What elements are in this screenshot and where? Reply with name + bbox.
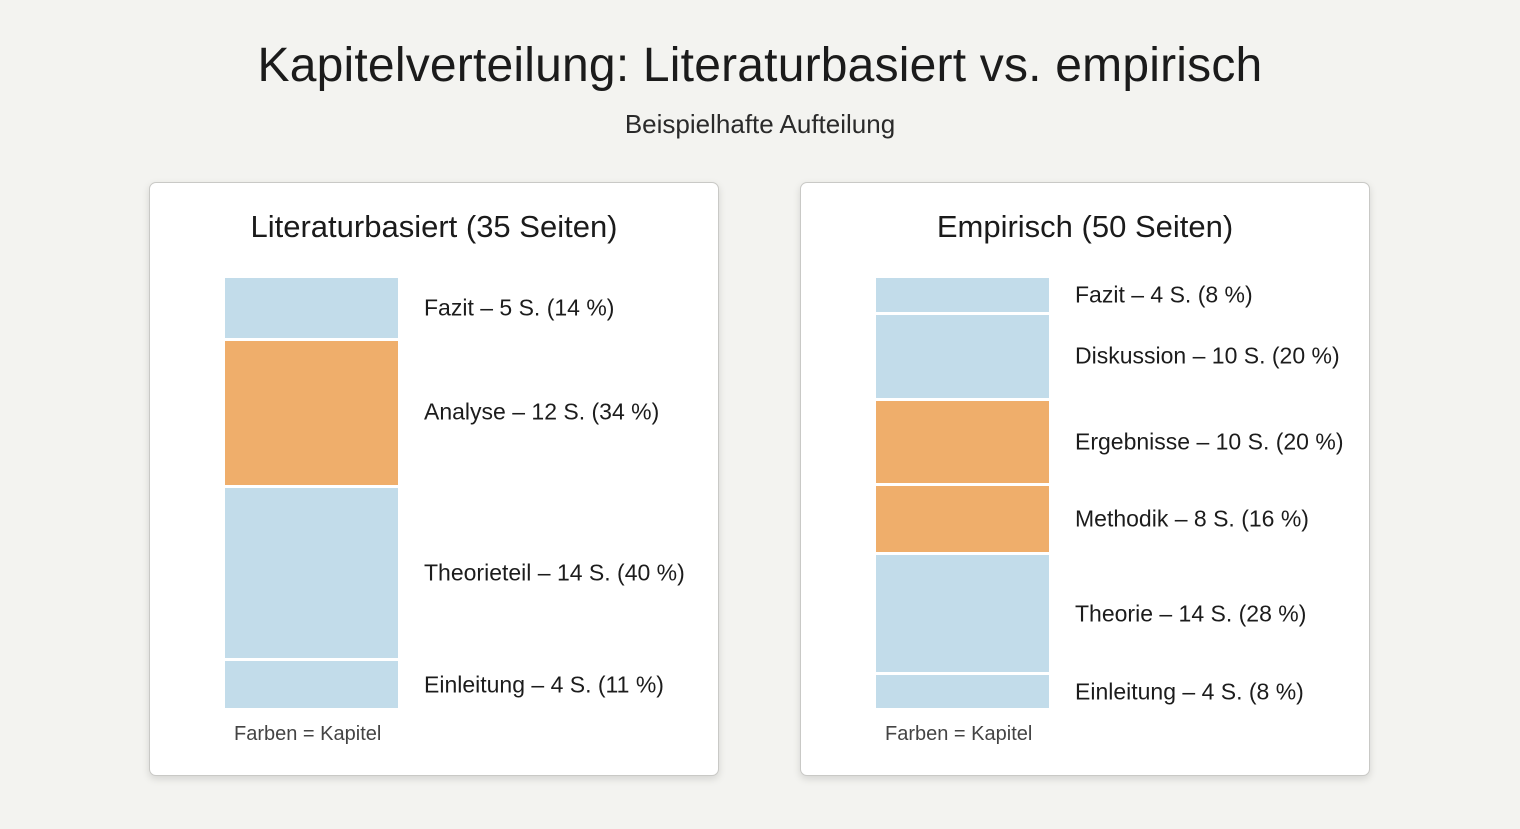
- bar-segment: [225, 661, 398, 708]
- segment-label: Ergebnisse – 10 S. (20 %): [1075, 428, 1344, 455]
- segment-label: Einleitung – 4 S. (11 %): [424, 671, 664, 698]
- bar-segment: [876, 315, 1049, 398]
- bar-segment: [876, 555, 1049, 672]
- panel-title: Empirisch (50 Seiten): [936, 209, 1234, 244]
- bar-segment: [876, 401, 1049, 483]
- segment-label: Einleitung – 4 S. (8 %): [1075, 678, 1304, 705]
- panel-title: Literaturbasiert (35 Seiten): [250, 209, 618, 244]
- chart-subtitle: Beispielhafte Aufteilung: [624, 109, 896, 139]
- bar-segment: [225, 341, 398, 485]
- chart-title: Kapitelverteilung: Literaturbasiert vs. …: [257, 39, 1263, 92]
- stacked-bar: [876, 278, 1049, 708]
- segment-label: Methodik – 8 S. (16 %): [1075, 505, 1309, 532]
- bar-segment: [876, 486, 1049, 552]
- segment-label: Diskussion – 10 S. (20 %): [1075, 342, 1340, 369]
- stacked-bar: [225, 278, 398, 708]
- bar-segment: [876, 278, 1049, 312]
- segment-label: Fazit – 4 S. (8 %): [1075, 281, 1253, 308]
- panel-literaturbasiert: Literaturbasiert (35 Seiten) Farben = Ka…: [149, 182, 719, 776]
- segment-label: Theorieteil – 14 S. (40 %): [424, 559, 685, 586]
- panel-empirisch: Empirisch (50 Seiten) Farben = Kapitel F…: [800, 182, 1370, 776]
- segment-label: Theorie – 14 S. (28 %): [1075, 600, 1307, 627]
- bar-segment: [876, 675, 1049, 708]
- segment-label: Analyse – 12 S. (34 %): [424, 398, 660, 425]
- legend-note: Farben = Kapitel: [234, 723, 382, 745]
- bar-segment: [225, 488, 398, 658]
- legend-note: Farben = Kapitel: [885, 723, 1033, 745]
- bar-segment: [225, 278, 398, 338]
- segment-label: Fazit – 5 S. (14 %): [424, 294, 615, 321]
